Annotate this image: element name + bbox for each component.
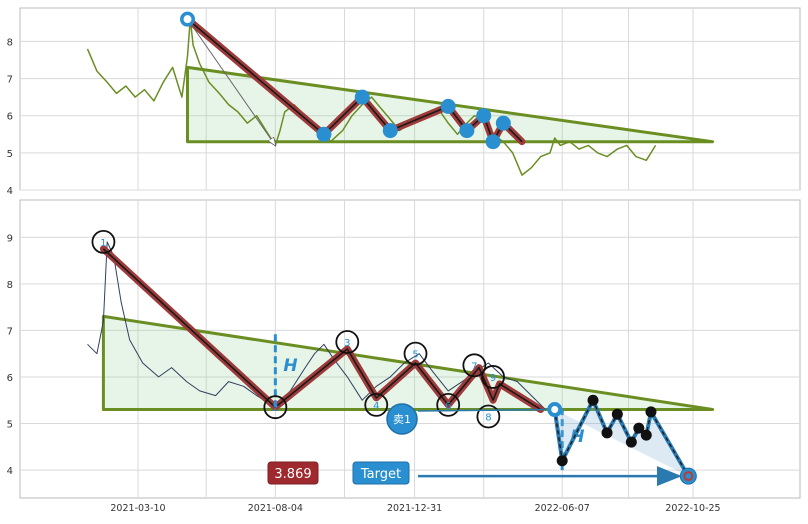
pivot-label: 8 — [485, 413, 491, 424]
target-value-badge — [267, 461, 319, 485]
price-series-line — [87, 241, 546, 410]
bottom-panel: 4 5 6 7 8 9 2021-03-10 2021-08-04 2021-12-31 2022… — [7, 199, 801, 514]
top-panel: 4 5 6 7 8 — [7, 7, 801, 197]
forecast-point — [601, 427, 613, 439]
pivot-marker — [382, 123, 398, 139]
forecast-path-inner — [554, 398, 689, 477]
y-tick-label: 4 — [7, 186, 13, 197]
forecast-point — [625, 436, 637, 448]
pivot-label: 3 — [344, 338, 350, 349]
y-tick-label: 5 — [7, 420, 13, 431]
pivot-circle — [476, 404, 501, 429]
height-marker-label: H — [283, 356, 297, 376]
y-tick-label: 7 — [7, 326, 13, 337]
x-tick-label: 2022-10-25 — [665, 503, 720, 514]
y-tick-label: 8 — [7, 37, 13, 48]
forecast-point — [645, 406, 657, 418]
x-tick-label: 2022-06-07 — [535, 503, 590, 514]
pattern-line-inner — [102, 248, 542, 411]
pattern-line-inner — [186, 18, 523, 143]
target-value-label: 3.869 — [274, 467, 311, 482]
sell-marker-center — [551, 406, 559, 414]
forecast-point — [611, 408, 623, 420]
pivot-label: 1 — [100, 238, 106, 249]
pivot-label: 6 — [445, 401, 451, 412]
y-tick-label: 7 — [7, 75, 13, 86]
y-tick-label: 6 — [7, 112, 13, 123]
x-tick-label: 2021-03-10 — [110, 503, 165, 514]
forecast-point — [633, 422, 645, 434]
forecast-point — [556, 455, 568, 467]
target-marker-ring — [683, 471, 694, 482]
target-badge-label: Target — [360, 467, 401, 482]
target-marker — [679, 467, 697, 485]
pivot-marker — [459, 123, 475, 139]
pivot-circle — [436, 392, 461, 417]
y-tick-label: 6 — [7, 373, 13, 384]
y-tick-label: 4 — [7, 466, 13, 477]
pivot-circle — [462, 353, 487, 378]
target-badge — [352, 461, 410, 485]
x-tick-label: 2021-12-31 — [387, 503, 442, 514]
pivot-marker — [495, 115, 511, 131]
pivot-label: 4 — [373, 401, 379, 412]
trend-arrow — [187, 18, 276, 145]
pivot-marker-center — [183, 15, 192, 24]
sell-badge — [386, 403, 418, 435]
pivot-circle — [91, 230, 116, 254]
pivot-circle — [403, 341, 428, 366]
sell-connector — [417, 408, 547, 412]
pivot-marker — [440, 98, 456, 114]
pivot-marker — [476, 108, 492, 124]
x-tick-label: 2021-08-04 — [248, 503, 303, 514]
y-tick-label: 5 — [7, 149, 13, 160]
pivot-circle — [481, 365, 505, 389]
pivot-marker — [485, 134, 501, 150]
pivot-label: 7 — [471, 361, 477, 372]
pivot-circle — [263, 395, 288, 420]
y-tick-label: 8 — [7, 280, 13, 291]
pivot-circle — [364, 392, 389, 417]
sell-badge-label: 卖1 — [393, 413, 411, 426]
forecast-point — [587, 394, 599, 406]
pivot-circle — [335, 330, 360, 354]
pivot-marker — [354, 89, 370, 105]
forecast-point — [640, 429, 652, 441]
pivot-label: 9 — [490, 373, 496, 384]
y-tick-label: 9 — [7, 233, 13, 244]
pivot-marker — [316, 126, 332, 142]
pivot-label: 5 — [412, 350, 418, 361]
pivot-label: 2 — [272, 403, 278, 414]
